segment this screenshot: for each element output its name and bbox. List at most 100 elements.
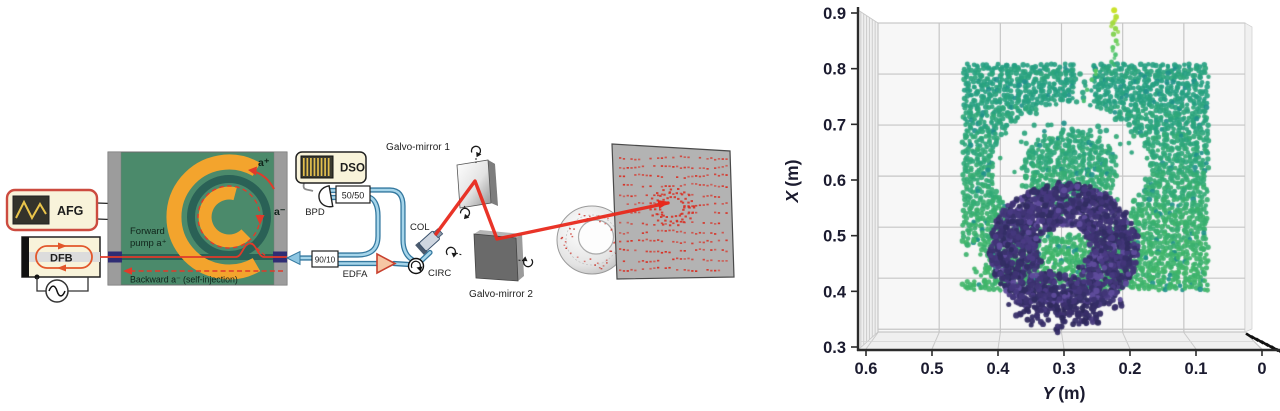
scan-dot bbox=[653, 260, 656, 263]
rf-wire-right bbox=[68, 277, 89, 292]
scan-dot bbox=[682, 208, 685, 211]
lensed-fiber-arrow-icon bbox=[285, 250, 301, 266]
scan-dot bbox=[725, 158, 728, 160]
coupler-50-50-label: 50/50 bbox=[342, 191, 365, 201]
scan-dot bbox=[683, 258, 686, 260]
scan-dot bbox=[702, 195, 705, 198]
y-axis-tick-label: 0.1 bbox=[1185, 360, 1208, 378]
scan-dot bbox=[606, 262, 608, 264]
scan-dot bbox=[710, 222, 713, 224]
scan-dot bbox=[681, 201, 685, 204]
scan-dot bbox=[669, 196, 672, 199]
scan-dot bbox=[622, 260, 626, 263]
rotation-arc bbox=[445, 246, 457, 256]
screen-panel bbox=[611, 143, 735, 280]
y-axis-tick-label: 0.4 bbox=[987, 360, 1011, 378]
scan-dot bbox=[563, 244, 566, 246]
coupler-90-10-box bbox=[311, 250, 339, 268]
scan-dot bbox=[626, 167, 629, 169]
scan-dot bbox=[641, 232, 645, 234]
comb-spectrum-icon bbox=[302, 158, 330, 176]
scan-dot bbox=[698, 241, 702, 243]
scan-dot bbox=[654, 208, 657, 211]
scan-dot bbox=[638, 239, 641, 242]
scan-dot bbox=[687, 201, 690, 204]
edfa-label: EDFA bbox=[343, 269, 368, 280]
x-axis-tick-label: 0.3 bbox=[823, 339, 846, 357]
scan-dot bbox=[622, 158, 626, 160]
scan-dot bbox=[717, 174, 721, 177]
scan-dot bbox=[657, 175, 660, 177]
scan-dot bbox=[599, 220, 601, 223]
x-axis-tick-label: 0.6 bbox=[823, 172, 846, 190]
scan-dot bbox=[596, 262, 599, 264]
scan-dot bbox=[687, 212, 690, 215]
scan-dot bbox=[698, 184, 702, 186]
scan-dot bbox=[641, 268, 645, 270]
scan-dot bbox=[691, 270, 694, 272]
x-axis-tick-label: 0.7 bbox=[823, 116, 846, 134]
point-cloud-axes: 0.9 0.8 0.7 0.6 0.5 0.4 0.3 0.6 0.5 0.4 0.3 0.2 0.1 0… bbox=[782, 5, 1280, 403]
scan-dot bbox=[619, 269, 622, 272]
scan-dot bbox=[630, 240, 633, 242]
backward-wave-arrowhead-icon bbox=[255, 215, 265, 225]
triangle-wave-icon bbox=[15, 199, 47, 221]
scan-dot bbox=[668, 185, 671, 188]
scan-dot bbox=[721, 231, 724, 234]
scan-dot bbox=[691, 175, 694, 178]
scan-dot bbox=[691, 211, 694, 214]
scan-dot bbox=[659, 208, 662, 211]
scan-dot bbox=[695, 270, 698, 272]
scan-dot bbox=[641, 239, 645, 242]
scan-dot bbox=[698, 204, 702, 207]
scan-dot bbox=[660, 176, 664, 178]
scan-dot bbox=[717, 166, 721, 169]
y-axis-tick-label: 0.3 bbox=[1053, 360, 1076, 378]
scan-dot bbox=[664, 223, 667, 225]
scan-dot bbox=[725, 250, 728, 253]
scan-dot bbox=[689, 217, 692, 220]
scan-dot bbox=[651, 214, 654, 217]
scan-dot bbox=[619, 221, 622, 224]
scan-dot bbox=[695, 211, 698, 214]
collimator-label: COL bbox=[410, 222, 430, 233]
scan-dot bbox=[663, 193, 666, 196]
scan-dot bbox=[672, 240, 675, 243]
circulator-arrowhead-icon bbox=[416, 266, 423, 272]
coupler-90-10-label: 90/10 bbox=[315, 256, 336, 265]
scan-dot bbox=[683, 183, 686, 186]
scan-dot bbox=[657, 239, 660, 241]
scan-dot bbox=[610, 229, 613, 231]
scan-dot bbox=[619, 175, 622, 178]
bpd-label: BPD bbox=[305, 207, 325, 218]
scan-dot bbox=[717, 269, 721, 272]
scan-dot bbox=[691, 182, 694, 185]
rotation-arc bbox=[470, 145, 482, 156]
scan-dot bbox=[683, 241, 686, 244]
scan-dot bbox=[659, 194, 662, 197]
point-cloud-panel: 0.9 0.8 0.7 0.6 0.5 0.4 0.3 0.6 0.5 0.4 0.3 0.2 0.1 0… bbox=[780, 0, 1280, 411]
scan-dot bbox=[676, 241, 679, 243]
scan-dot bbox=[622, 167, 626, 170]
scan-dot bbox=[721, 203, 724, 205]
scan-dot bbox=[683, 166, 686, 169]
scan-dot bbox=[690, 200, 693, 203]
scan-dot bbox=[668, 229, 671, 232]
afg-label: AFG bbox=[57, 204, 83, 218]
scan-dot bbox=[672, 156, 675, 159]
dfb-hr-facet bbox=[22, 237, 29, 277]
forward-pump-label-2: pump a⁺ bbox=[130, 238, 167, 249]
scan-dot bbox=[721, 166, 724, 168]
scan-dot bbox=[692, 206, 696, 209]
beam-arrowhead-icon bbox=[657, 200, 670, 209]
scan-dot bbox=[649, 202, 652, 205]
scan-dot bbox=[569, 252, 572, 254]
scan-dot bbox=[683, 250, 686, 252]
scan-dot bbox=[613, 242, 615, 244]
x-axis-title: X(m) bbox=[782, 160, 802, 204]
scan-dot bbox=[673, 196, 676, 199]
scan-dot bbox=[702, 184, 705, 186]
scan-dot bbox=[645, 238, 648, 241]
scan-dot bbox=[676, 231, 679, 233]
scan-dot bbox=[634, 194, 637, 197]
